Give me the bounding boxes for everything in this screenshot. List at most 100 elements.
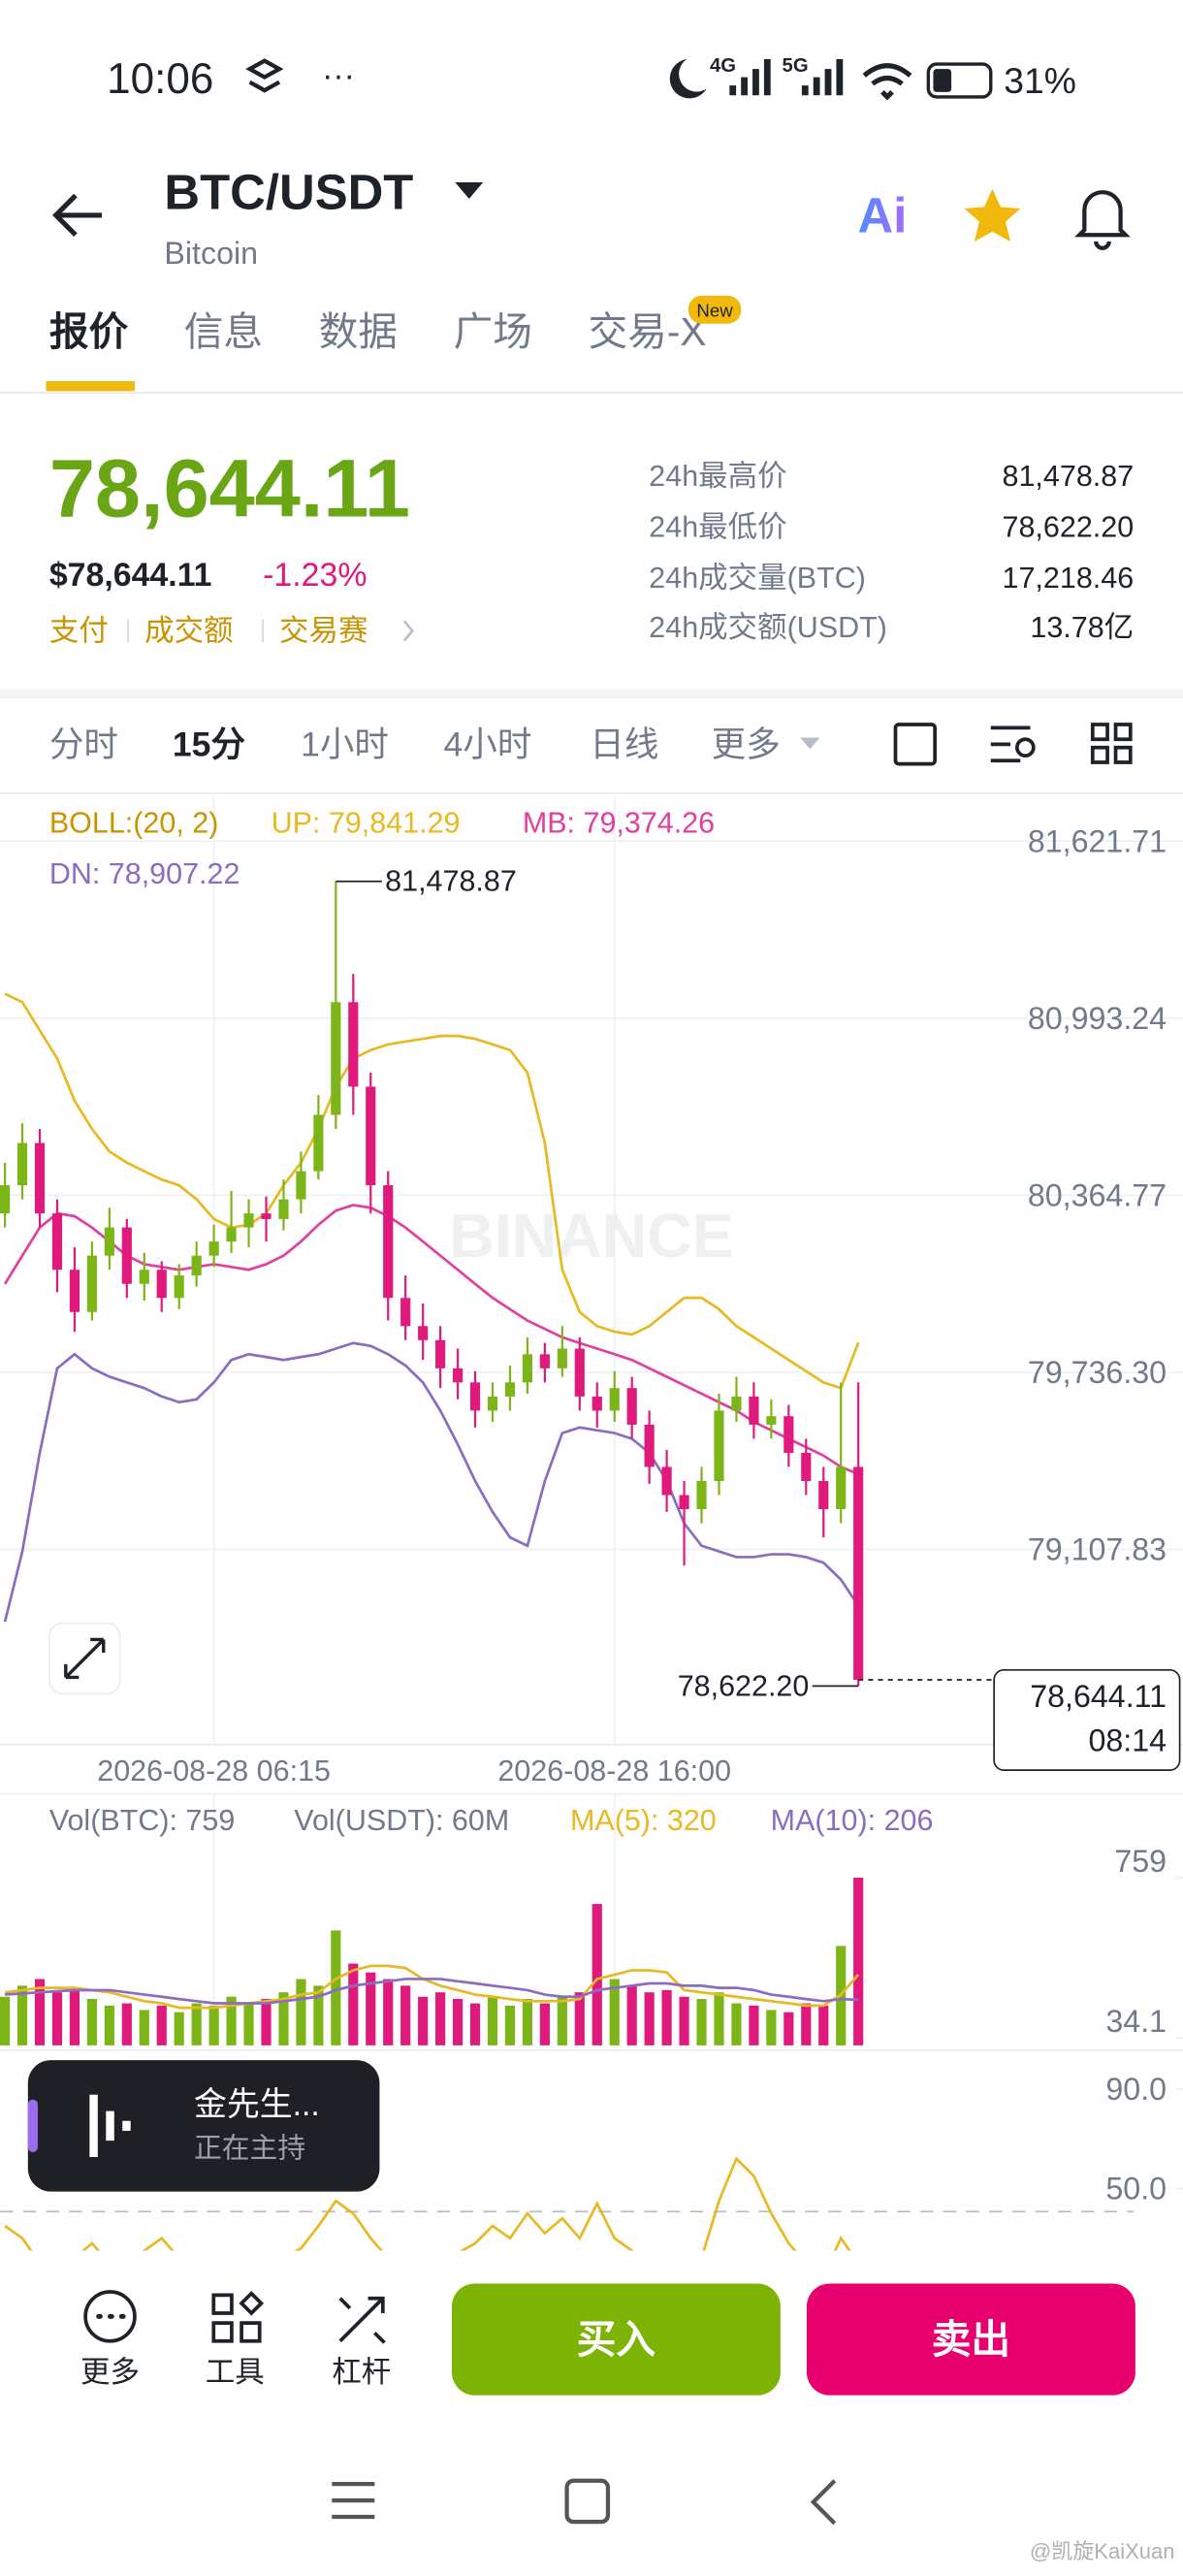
nav-menu[interactable] bbox=[332, 2482, 375, 2520]
more-dropdown[interactable] bbox=[800, 737, 820, 750]
candle-body bbox=[504, 1382, 516, 1397]
buy-button[interactable] bbox=[451, 2283, 781, 2396]
legend-entry: Vol(BTC): 759 bbox=[49, 1804, 235, 1837]
last-price: 78,644.11 bbox=[49, 442, 410, 534]
volume-bar bbox=[626, 1985, 637, 2045]
candle-body bbox=[469, 1382, 481, 1411]
leverage-icon[interactable] bbox=[338, 2296, 386, 2344]
candle-body bbox=[278, 1199, 289, 1219]
network-label: 4G bbox=[710, 55, 736, 77]
layout-tool[interactable] bbox=[1090, 723, 1133, 764]
favorite-button[interactable] bbox=[964, 188, 1021, 242]
last-price-label: 78,644.11 bbox=[1030, 1679, 1167, 1714]
volume-bar bbox=[696, 1999, 707, 2045]
boll-line bbox=[4, 992, 860, 1390]
interval[interactable]: 1小时 bbox=[301, 724, 389, 763]
candle-body bbox=[644, 1424, 655, 1467]
legend-entry: Vol(USDT): 60M bbox=[294, 1804, 509, 1837]
last-price-box bbox=[993, 1668, 1181, 1771]
nav-home[interactable] bbox=[564, 2478, 611, 2525]
action-label[interactable]: 更多 bbox=[80, 2356, 140, 2389]
legend-entry: MA(5): 320 bbox=[570, 1804, 717, 1837]
volume-bar bbox=[104, 2005, 114, 2045]
candle-body bbox=[731, 1396, 742, 1411]
candle-body bbox=[749, 1396, 759, 1425]
tab[interactable]: 报价 bbox=[49, 309, 129, 354]
interval[interactable]: 日线 bbox=[590, 724, 658, 763]
link[interactable]: 支付 bbox=[49, 614, 109, 647]
y-tick-label: 79,107.83 bbox=[1028, 1531, 1167, 1566]
volume-bar bbox=[539, 2003, 550, 2045]
annotation-label: 81,478.87 bbox=[385, 865, 517, 898]
y-tick-label: 34.1 bbox=[1105, 2004, 1167, 2039]
volume-bar bbox=[557, 1996, 567, 2045]
volume-bar bbox=[469, 2003, 481, 2045]
candle-body bbox=[226, 1227, 237, 1242]
buy-label[interactable]: 买入 bbox=[577, 2317, 656, 2362]
volume-bar bbox=[208, 2005, 219, 2045]
stat-value: 17,218.46 bbox=[1003, 562, 1135, 595]
indicator-tool[interactable] bbox=[990, 725, 1031, 763]
action-label[interactable]: 工具 bbox=[206, 2356, 265, 2389]
signal-icon bbox=[801, 58, 844, 96]
alert-button[interactable] bbox=[1074, 190, 1131, 250]
stat-value: 13.78亿 bbox=[1030, 611, 1134, 644]
live-card[interactable] bbox=[27, 2060, 380, 2192]
sell-button[interactable] bbox=[806, 2283, 1135, 2396]
candle-body bbox=[51, 1213, 63, 1271]
interval[interactable]: 4小时 bbox=[444, 724, 532, 763]
y-tick-label: 759 bbox=[1114, 1844, 1167, 1879]
tab[interactable]: 广场 bbox=[454, 309, 532, 354]
candle-body bbox=[801, 1452, 812, 1481]
tools-icon[interactable] bbox=[211, 2291, 265, 2343]
wifi-icon bbox=[862, 63, 912, 101]
interval[interactable]: 更多 bbox=[712, 724, 781, 763]
action-label[interactable]: 杠杆 bbox=[332, 2356, 391, 2389]
more-icon[interactable] bbox=[83, 2290, 137, 2343]
candle-body bbox=[609, 1388, 620, 1411]
link[interactable]: 交易赛 bbox=[279, 614, 368, 647]
fullscreen-tool[interactable] bbox=[893, 723, 938, 766]
candle-body bbox=[626, 1388, 637, 1425]
battery-icon bbox=[926, 62, 993, 99]
volume-bar bbox=[661, 1989, 672, 2045]
candle-body bbox=[714, 1410, 724, 1481]
volume-bar bbox=[783, 2012, 794, 2045]
legend-entry: DN: 78,907.22 bbox=[49, 857, 240, 890]
candle-body bbox=[418, 1326, 429, 1340]
volume-bar bbox=[592, 1904, 602, 2045]
candle-body bbox=[818, 1480, 829, 1510]
volume-bar bbox=[853, 1877, 864, 2045]
pair-dropdown[interactable] bbox=[455, 182, 484, 199]
tab[interactable]: 信息 bbox=[184, 309, 263, 354]
candle-body bbox=[452, 1368, 464, 1383]
live-accent bbox=[27, 2099, 38, 2152]
status-time: 10:06 bbox=[107, 55, 213, 103]
candle-body bbox=[592, 1396, 602, 1411]
candle-body bbox=[557, 1348, 567, 1368]
interval[interactable]: 分时 bbox=[49, 724, 118, 763]
volume-bar bbox=[121, 2003, 132, 2045]
back-button[interactable] bbox=[52, 193, 103, 238]
candle-body bbox=[16, 1143, 28, 1186]
interval[interactable]: 15分 bbox=[173, 724, 246, 763]
pair-title[interactable]: BTC/USDT bbox=[164, 165, 413, 220]
candle-body bbox=[121, 1227, 132, 1284]
sell-label[interactable]: 卖出 bbox=[932, 2317, 1010, 2362]
indicator-line bbox=[4, 2156, 851, 2251]
volume-bar bbox=[278, 1992, 289, 2045]
candle-body bbox=[174, 1274, 184, 1299]
ai-button[interactable]: Ai bbox=[858, 187, 908, 242]
price-change: -1.23% bbox=[263, 557, 367, 594]
status-dots: ··· bbox=[322, 57, 355, 94]
tab[interactable]: 数据 bbox=[319, 309, 398, 354]
link[interactable]: 成交额 bbox=[144, 614, 233, 647]
tab[interactable]: 交易-X bbox=[589, 309, 707, 354]
candle-body bbox=[783, 1416, 794, 1453]
indicator-label: BOLL:(20, 2) bbox=[49, 807, 219, 840]
volume-bar bbox=[801, 2003, 812, 2045]
candle-body bbox=[522, 1354, 532, 1383]
nav-back[interactable] bbox=[810, 2479, 837, 2526]
